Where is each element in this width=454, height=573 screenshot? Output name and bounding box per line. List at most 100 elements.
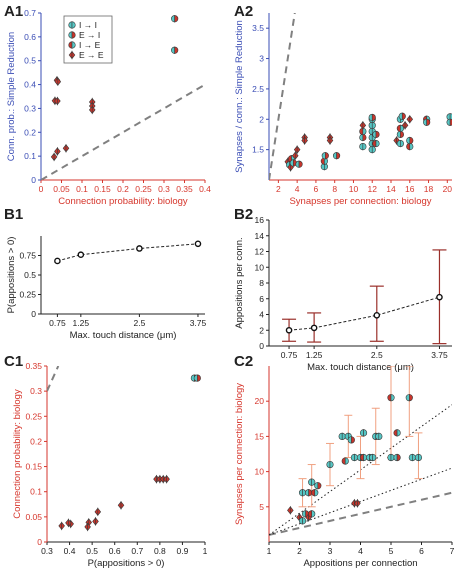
marker-right-half xyxy=(311,478,316,486)
x-tick-label: 0.4 xyxy=(199,184,211,194)
data-point xyxy=(159,474,167,484)
data-point xyxy=(372,130,380,139)
y-tick-label: 0.5 xyxy=(24,56,36,66)
y-tick-label: 8 xyxy=(259,278,264,288)
marker-right-half xyxy=(290,505,294,515)
marker-left-half xyxy=(368,133,373,142)
chart-b2: 0.75 1.25 2.5 3.75 0 2 4 6 8 10 12 14 16 Max. touch d… xyxy=(234,215,452,373)
data-point xyxy=(436,293,443,301)
data-point xyxy=(136,245,143,252)
series-line xyxy=(289,296,440,331)
x-tick-label: 3.75 xyxy=(431,350,448,360)
x-tick-label: 0.75 xyxy=(49,318,66,328)
y-tick-label: 0 xyxy=(37,537,42,547)
x-tick-label: 18 xyxy=(424,184,434,194)
marker-left-half xyxy=(117,500,122,510)
marker-right-half xyxy=(400,124,404,132)
y-tick-label: 0.1 xyxy=(24,151,36,161)
x-tick-label: 0.05 xyxy=(53,184,70,194)
marker-left-half xyxy=(396,124,401,132)
data-point xyxy=(359,142,367,151)
marker-left-half xyxy=(396,139,401,148)
marker-left-half xyxy=(406,114,411,124)
y-tick-label: 0 xyxy=(259,341,264,351)
data-point xyxy=(295,160,303,168)
marker-left-half xyxy=(338,432,343,441)
chart-c1: 0.3 0.4 0.5 0.6 0.7 0.8 0.9 1 0 0.05 0.1 0.15 0.2 0.2… xyxy=(12,361,208,569)
series-line xyxy=(57,243,199,262)
data-point xyxy=(171,15,179,23)
marker-left-half xyxy=(293,145,298,155)
marker-left-half xyxy=(393,429,398,437)
data-point xyxy=(398,112,406,120)
y-tick-label: 0.75 xyxy=(19,251,36,261)
identity-line xyxy=(41,83,205,180)
marker-left-half xyxy=(423,118,427,126)
marker-left-half xyxy=(171,15,175,23)
data-point xyxy=(405,394,413,402)
data-point xyxy=(350,453,358,462)
marker-right-half xyxy=(404,120,409,130)
panel-label-c1: C1 xyxy=(4,353,23,370)
y-tick-label: 0.35 xyxy=(25,361,42,371)
data-point xyxy=(50,152,58,162)
marker-right-half xyxy=(57,96,61,106)
data-point xyxy=(171,46,179,54)
marker-right-half xyxy=(363,429,368,437)
x-tick-label: 7 xyxy=(450,546,454,556)
marker-right-half xyxy=(87,522,91,532)
identity-line xyxy=(269,13,296,180)
y-tick-label: 16 xyxy=(255,215,265,225)
marker-left-half xyxy=(333,152,337,160)
marker-right-half xyxy=(400,130,404,139)
marker-right-half xyxy=(371,113,376,122)
marker-right-half xyxy=(390,394,395,402)
data-point xyxy=(368,146,376,154)
marker-right-half xyxy=(68,518,72,528)
marker-right-half xyxy=(57,146,61,156)
legend-marker xyxy=(68,41,76,49)
data-point xyxy=(305,489,313,497)
data-point xyxy=(194,240,202,248)
data-point xyxy=(359,127,367,136)
data-point xyxy=(54,146,61,156)
x-tick-label: 0.8 xyxy=(154,546,166,556)
x-tick-label: 1 xyxy=(203,546,208,556)
data-point xyxy=(369,453,377,462)
x-tick-label: 2 xyxy=(276,184,281,194)
marker-left-half xyxy=(84,522,88,532)
data-point xyxy=(287,505,294,515)
marker-right-half xyxy=(362,133,367,142)
marker-left-half xyxy=(368,139,373,148)
data-point xyxy=(396,130,404,139)
marker-left-half xyxy=(368,146,373,154)
marker-right-half xyxy=(375,139,380,148)
x-tick-label: 0.15 xyxy=(94,184,111,194)
marker-right-half xyxy=(329,460,334,469)
plots-layer: 0 0.05 0.1 0.15 0.2 0.25 0.3 0.35 0.400.10.20.30… xyxy=(6,8,454,569)
data-point xyxy=(310,324,318,332)
marker-right-half xyxy=(296,145,301,155)
x-tick-label: 3 xyxy=(328,546,333,556)
y-tick-label: 6 xyxy=(259,294,264,304)
data-point xyxy=(156,474,164,484)
data-point xyxy=(92,516,99,526)
marker-left-half xyxy=(344,432,349,441)
marker-left-half xyxy=(359,133,364,142)
marker-left-half xyxy=(387,394,392,402)
marker-right-half xyxy=(362,142,367,151)
legend-label: I → E xyxy=(79,40,101,50)
marker-left-half xyxy=(398,112,403,120)
data-point xyxy=(406,142,414,151)
data-point xyxy=(326,460,334,469)
x-tick-label: 1 xyxy=(267,546,272,556)
x-axis-label: Appositions per connection xyxy=(303,558,417,569)
data-point xyxy=(308,478,316,486)
x-tick-label: 5 xyxy=(389,546,394,556)
y-tick-label: 3.5 xyxy=(252,23,264,33)
y-axis-label: Synapses / conn.: Simple Reduction xyxy=(234,20,245,173)
marker-right-half xyxy=(71,31,76,39)
marker-right-half xyxy=(314,489,319,497)
marker-right-half xyxy=(362,120,367,130)
y-tick-label: 2 xyxy=(259,325,264,335)
